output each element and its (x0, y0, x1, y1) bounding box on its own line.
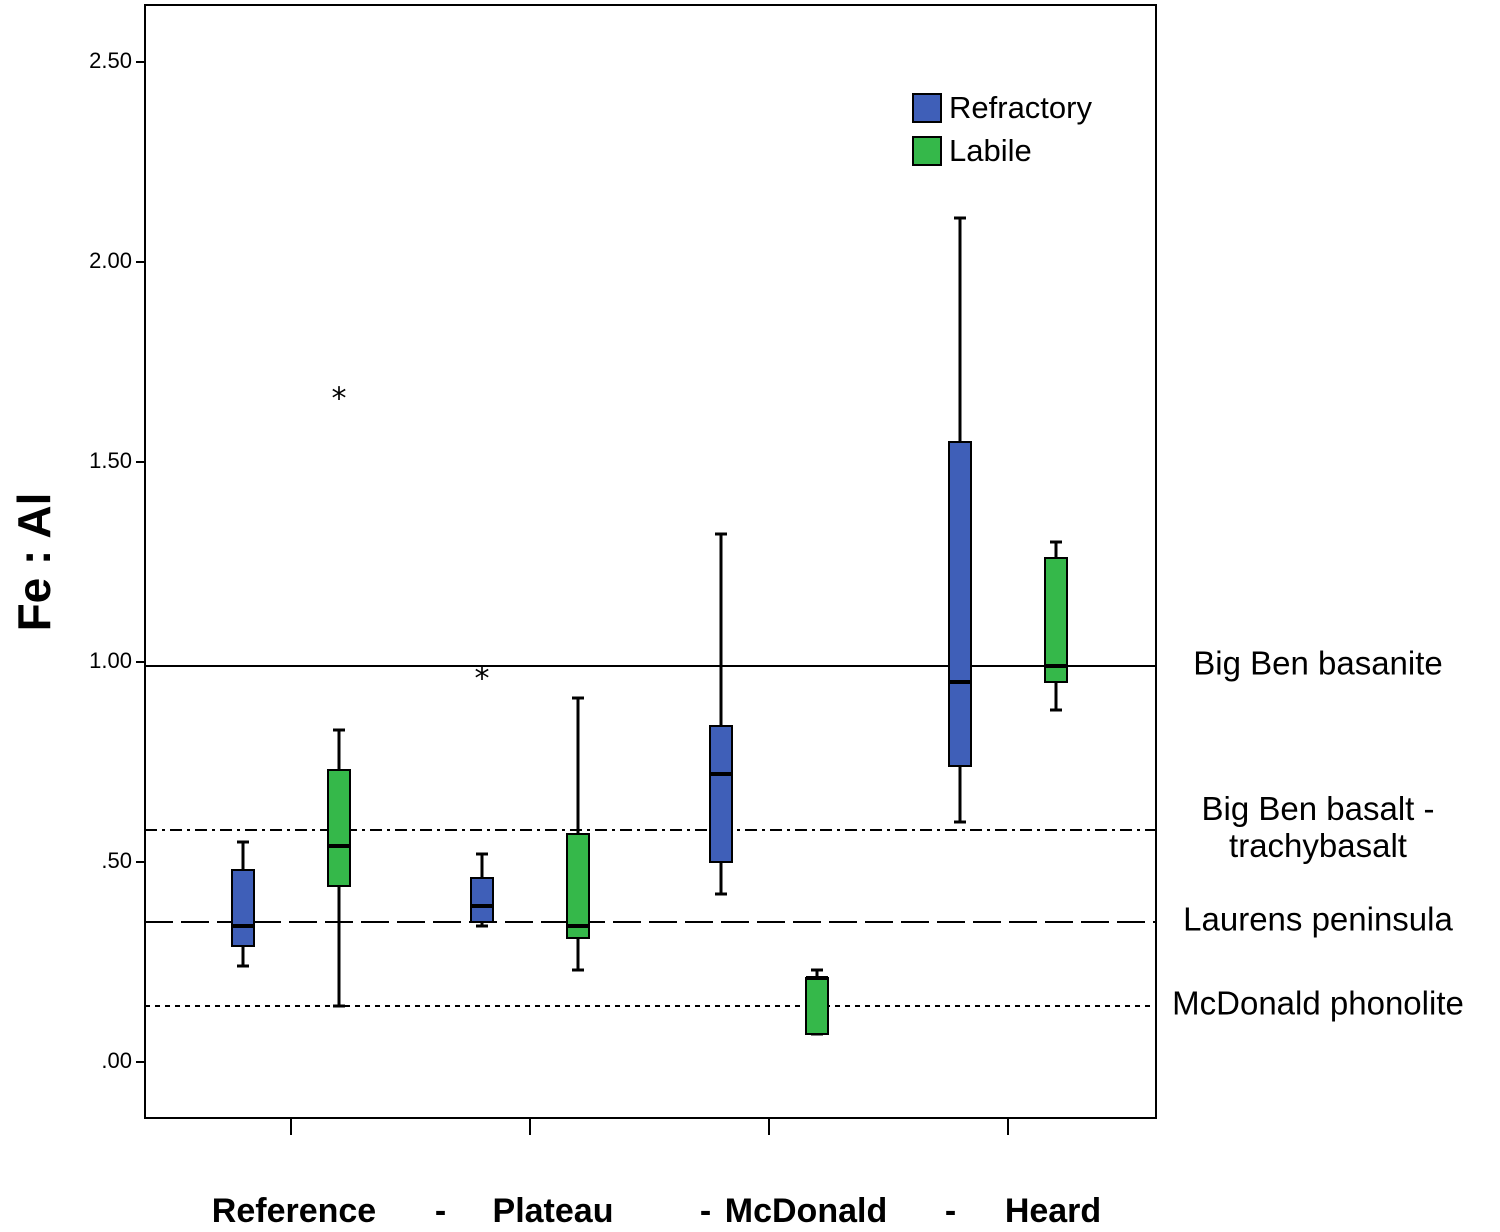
x-category-label: Heard (1005, 1192, 1101, 1230)
box-refractory-plateau: * (470, 662, 494, 928)
x-category-separator: - (435, 1192, 446, 1230)
legend-label: Labile (949, 133, 1032, 168)
plot-frame (144, 4, 1157, 1119)
box-labile-mcdonald (805, 968, 829, 1036)
box-iqr (805, 977, 829, 1035)
axes: .00 .50 1.00 1.50 2.00 2.50 (89, 48, 1009, 1135)
box-iqr (566, 833, 590, 939)
y-tick-label: 1.00 (89, 648, 132, 673)
box-labile-plateau (566, 696, 590, 972)
reference-line-label: Laurens peninsula (1183, 901, 1453, 938)
reference-line-label: McDonald phonolite (1172, 985, 1464, 1022)
reference-lines: Big Ben basanite Big Ben basalt -trachyba… (145, 645, 1464, 1022)
box-series: ** (231, 216, 1068, 1036)
box-iqr (470, 877, 494, 923)
box-iqr (327, 769, 351, 887)
box-labile-heard (1044, 540, 1068, 712)
box-iqr (948, 441, 972, 767)
x-category-label: Plateau (493, 1192, 614, 1230)
x-category-separator: - (945, 1192, 956, 1230)
y-tick-label: 2.00 (89, 248, 132, 273)
reference-line-label: Big Ben basalt - (1202, 790, 1435, 827)
box-iqr (231, 869, 255, 947)
y-tick-label: .50 (101, 848, 132, 873)
y-tick-label: .00 (101, 1048, 132, 1073)
reference-line-label: Big Ben basanite (1193, 645, 1443, 682)
legend-swatch (912, 93, 942, 123)
box-refractory-heard (948, 216, 972, 824)
x-category-label: McDonald (725, 1192, 887, 1230)
outlier-marker: * (332, 382, 347, 417)
y-axis-label: Fe : Al (8, 493, 60, 632)
box-labile-reference: * (327, 382, 351, 1008)
y-tick-label: 1.50 (89, 448, 132, 473)
legend-label: Refractory (949, 90, 1092, 125)
outlier-marker: * (475, 662, 490, 697)
box-iqr (709, 725, 733, 863)
x-category-label: Reference (212, 1192, 376, 1230)
y-tick-label: 2.50 (89, 48, 132, 73)
box-iqr (1044, 557, 1068, 683)
legend: Refractory Labile (912, 90, 1092, 168)
legend-swatch (912, 136, 942, 166)
x-axis-category-labels: Reference - Plateau - McDonald - Heard (212, 1192, 1101, 1230)
box-refractory-mcdonald (709, 532, 733, 896)
x-category-separator: - (700, 1192, 711, 1230)
reference-line-label: trachybasalt (1229, 827, 1407, 864)
box-refractory-reference (231, 840, 255, 968)
